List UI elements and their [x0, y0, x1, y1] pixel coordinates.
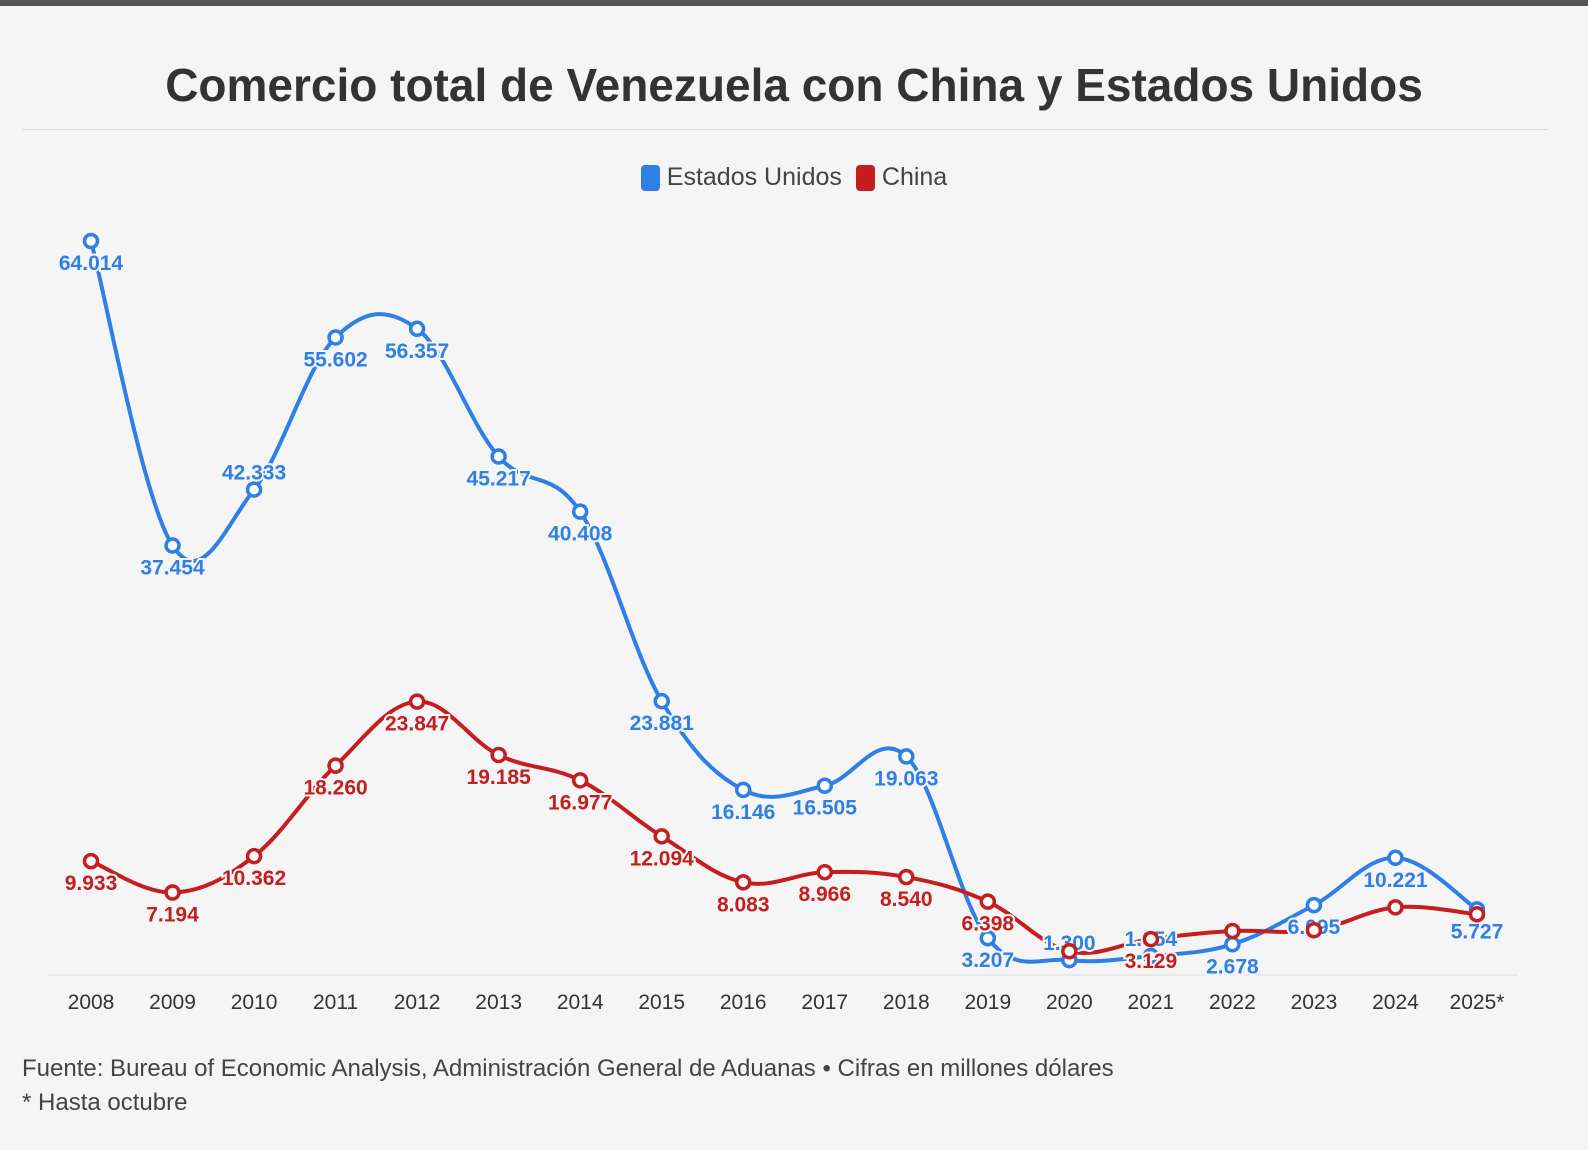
data-label-estados-unidos-2009: 37.454: [140, 557, 205, 580]
data-label-china-2021: 3.129: [1125, 950, 1178, 973]
x-tick-label-2025: 2025*: [1450, 991, 1505, 1014]
source-text: Fuente: Bureau of Economic Analysis, Adm…: [22, 1055, 1114, 1082]
x-tick-label-2018: 2018: [883, 991, 930, 1014]
data-point-china-2012: [408, 693, 426, 710]
data-point-estados-unidos-2019: [979, 929, 997, 947]
data-point-china-2017: [816, 863, 834, 881]
series-line-china: [89, 699, 1479, 955]
data-point-china-2025: [1468, 905, 1486, 923]
data-label-china-2016: 8.083: [717, 893, 770, 916]
data-point-estados-unidos-2013: [490, 448, 507, 465]
x-tick-label-2024: 2024: [1372, 991, 1419, 1014]
footnote-text: * Hasta octubre: [22, 1089, 188, 1116]
x-tick-label-2010: 2010: [231, 991, 278, 1014]
data-label-estados-unidos-2011: 55.602: [303, 348, 367, 371]
data-label-estados-unidos-2015: 23.881: [630, 712, 695, 735]
data-label-estados-unidos-2013: 45.217: [467, 468, 531, 491]
data-label-estados-unidos-2018: 19.063: [874, 767, 938, 790]
data-point-china-2019: [979, 893, 997, 910]
data-point-estados-unidos-2022: [1224, 936, 1241, 953]
data-point-estados-unidos-2014: [571, 503, 589, 520]
x-tick-label-2017: 2017: [801, 991, 848, 1014]
data-point-china-2008: [82, 852, 100, 870]
data-point-china-2011: [327, 757, 344, 774]
data-point-estados-unidos-2018: [898, 748, 915, 765]
data-label-estados-unidos-2017: 16.505: [793, 797, 858, 820]
data-point-china-2024: [1387, 899, 1404, 916]
data-point-china-2020: [1061, 943, 1078, 960]
top-bar: [0, 0, 1588, 6]
legend-item-china[interactable]: China: [855, 163, 948, 192]
data-label-china-2008: 9.933: [65, 872, 118, 895]
data-point-china-2023: [1305, 922, 1323, 939]
data-point-china-2015: [653, 828, 670, 845]
data-point-estados-unidos-2009: [164, 537, 181, 554]
data-label-estados-unidos-2016: 16.146: [711, 801, 775, 824]
data-label-estados-unidos-2010: 42.333: [222, 462, 286, 485]
data-point-estados-unidos-2015: [653, 692, 670, 710]
data-label-estados-unidos-2019: 3.207: [962, 949, 1015, 972]
data-point-china-2014: [571, 772, 589, 789]
data-point-estados-unidos-2016: [734, 781, 752, 799]
data-point-china-2013: [490, 746, 507, 764]
x-tick-label-2021: 2021: [1128, 991, 1175, 1014]
x-tick-label-2014: 2014: [557, 991, 604, 1014]
data-label-estados-unidos-2014: 40.408: [548, 523, 613, 546]
data-point-china-2021: [1142, 930, 1160, 948]
x-tick-label-2013: 2013: [475, 991, 522, 1014]
series-line-estados-unidos: [89, 239, 1479, 964]
x-tick-label-2019: 2019: [964, 991, 1011, 1014]
x-tick-label-2022: 2022: [1209, 991, 1256, 1014]
data-point-estados-unidos-2012: [408, 320, 426, 338]
data-label-china-2009: 7.194: [146, 904, 199, 927]
data-point-estados-unidos-2011: [327, 329, 344, 346]
data-point-china-2022: [1224, 922, 1241, 940]
legend-item-estados-unidos[interactable]: Estados Unidos: [640, 163, 842, 192]
data-label-china-2011: 18.260: [303, 777, 367, 800]
x-tick-label-2016: 2016: [720, 991, 767, 1014]
data-label-china-2015: 12.094: [630, 847, 695, 870]
source-note: Fuente: Bureau of Economic Analysis, Adm…: [22, 1052, 1114, 1120]
data-label-estados-unidos-2024: 10.221: [1363, 869, 1428, 892]
x-tick-label-2020: 2020: [1046, 991, 1093, 1014]
chart-title: Comercio total de Venezuela con China y …: [165, 59, 1423, 111]
data-point-estados-unidos-2021: [1142, 947, 1160, 965]
data-label-estados-unidos-2012: 56.357: [385, 340, 449, 363]
data-label-china-2013: 19.185: [467, 766, 532, 789]
data-label-china-2018: 8.540: [880, 888, 933, 911]
data-point-china-2010: [245, 847, 263, 865]
data-point-estados-unidos-2024: [1387, 849, 1404, 867]
title-divider: [22, 129, 1548, 130]
data-point-estados-unidos-2010: [245, 481, 263, 498]
x-tick-label-2015: 2015: [638, 991, 685, 1014]
data-label-china-2014: 16.977: [548, 791, 612, 814]
data-point-estados-unidos-2008: [82, 232, 100, 250]
data-point-china-2016: [734, 874, 752, 891]
line-chart: 2008 2009 2010 2011 2012 2013 2014 2015 2016 2017…: [48, 232, 1518, 1014]
legend: Estados Unidos China: [0, 163, 1588, 192]
data-label-estados-unidos-2025: 5.727: [1451, 920, 1504, 943]
x-tick-label-2011: 2011: [313, 991, 358, 1014]
legend-swatch-china: [855, 164, 875, 191]
legend-label-estados-unidos: Estados Unidos: [666, 163, 842, 191]
x-tick-label-2023: 2023: [1291, 991, 1338, 1014]
legend-swatch-estados-unidos: [640, 164, 660, 191]
data-point-china-2009: [164, 884, 181, 901]
data-point-estados-unidos-2023: [1305, 896, 1323, 914]
data-label-china-2010: 10.362: [222, 867, 286, 890]
data-point-china-2018: [898, 868, 915, 886]
data-label-china-2019: 6.398: [962, 913, 1015, 936]
data-label-estados-unidos-2008: 64.014: [59, 252, 124, 275]
x-tick-label-2008: 2008: [68, 991, 115, 1014]
data-point-estados-unidos-2017: [816, 777, 834, 794]
legend-label-china: China: [881, 163, 948, 191]
data-label-china-2017: 8.966: [798, 883, 851, 906]
x-tick-label-2009: 2009: [149, 991, 196, 1014]
data-label-estados-unidos-2022: 2.678: [1206, 955, 1259, 978]
data-label-china-2012: 23.847: [385, 713, 449, 736]
x-tick-label-2012: 2012: [394, 991, 441, 1014]
